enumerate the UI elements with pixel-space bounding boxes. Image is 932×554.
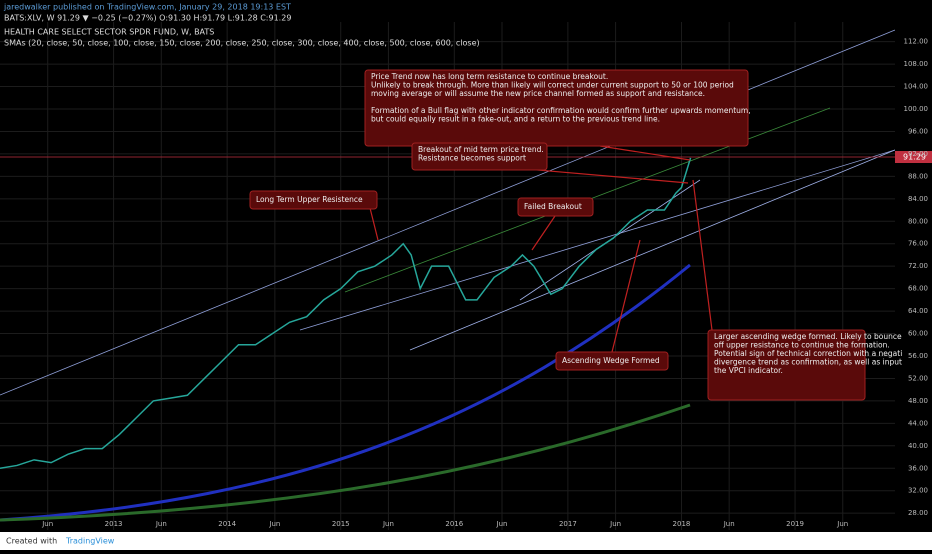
indicator: SMAs (20, close, 50, close, 100, close, … [4,39,480,48]
x-tick-label: 2017 [559,520,577,528]
x-tick-label: Jun [496,520,508,528]
y-tick-label: 84.00 [908,195,928,203]
annotation-box [364,69,749,147]
y-tick-label: 48.00 [908,397,928,405]
y-tick-label: 32.00 [908,487,928,495]
annotation-text: the VPCI indicator. [714,366,783,375]
x-tick-label: Jun [155,520,167,528]
x-tick-label: 2015 [332,520,350,528]
annotation-arrow [531,215,556,251]
annotation-box [555,351,669,371]
y-tick-label: 56.00 [908,352,928,360]
x-tick-label: 2018 [673,520,691,528]
y-tick-label: 44.00 [908,419,928,427]
footer-brand[interactable]: TradingView [65,537,115,546]
annotation-box [707,329,866,401]
annotation-text: Formation of a Bull flag with other indi… [371,106,751,115]
publisher: jaredwalker published on TradingView.com… [3,3,291,12]
price-line [0,157,692,469]
x-tick-label: Jun [836,520,848,528]
y-tick-label: 80.00 [908,217,928,225]
annotation-text: off upper resistance to continue the for… [714,341,890,350]
annotation-text: Breakout of mid term price trend. [418,145,544,154]
x-tick-label: 2014 [218,520,236,528]
y-tick-label: 28.00 [908,509,928,517]
annotation-text: Larger ascending wedge formed. Likely to… [714,332,902,341]
y-tick-label: 112.00 [904,38,929,46]
y-tick-label: 96.00 [908,127,928,135]
x-tick-label: Jun [723,520,735,528]
y-tick-label: 92.00 [908,150,928,158]
quote: BATS:XLV, W 91.29 ▼ −0.25 (−0.27%) O:91.… [4,14,291,23]
y-tick-label: 108.00 [904,60,929,68]
x-tick-label: Jun [41,520,53,528]
annotation-text: Ascending Wedge Formed [562,356,660,365]
y-tick-label: 104.00 [904,83,929,91]
annotation-text: Long Term Upper Resistence [256,195,363,204]
y-axis-panel [895,22,932,530]
x-tick-label: 2019 [786,520,804,528]
annotation-arrow [611,239,641,353]
annotation-box [249,190,378,210]
x-tick-label: 2013 [105,520,123,528]
annotation-text: moving average or will assume the new pr… [371,89,705,98]
x-tick-label: Jun [268,520,280,528]
annotation-arrow [369,207,379,241]
annotation-text: Potential sign of technical correction w… [714,349,902,358]
y-tick-label: 36.00 [908,464,928,472]
y-tick-label: 68.00 [908,285,928,293]
last-price-box [895,151,932,163]
annotation-text: Unlikely to break through. More than lik… [371,81,734,90]
y-tick-label: 60.00 [908,330,928,338]
y-tick-label: 76.00 [908,240,928,248]
footer-created: Created with [6,537,57,546]
y-tick-label: 52.00 [908,374,928,382]
x-tick-label: Jun [609,520,621,528]
x-tick-label: 2016 [445,520,463,528]
annotation-text: divergence trend as confirmation, as wel… [714,358,902,367]
last-price: 91.29 [903,153,926,162]
y-tick-label: 72.00 [908,262,928,270]
y-tick-label: 64.00 [908,307,928,315]
annotation-box [517,197,594,217]
annotation-arrow [692,179,713,331]
annotation-text: Price Trend now has long term resistance… [371,72,608,81]
y-tick-label: 100.00 [904,105,929,113]
annotation-text: Resistance becomes support [418,154,526,163]
footer [0,532,932,550]
instrument: HEALTH CARE SELECT SECTOR SPDR FUND, W, … [4,28,214,37]
annotation-box [411,142,548,171]
y-tick-label: 88.00 [908,172,928,180]
annotation-text: but could equally result in a fake-out, … [371,115,660,124]
annotation-text: Failed Breakout [524,202,582,211]
x-tick-label: Jun [382,520,394,528]
y-tick-label: 40.00 [908,442,928,450]
annotation-arrow [599,145,691,161]
